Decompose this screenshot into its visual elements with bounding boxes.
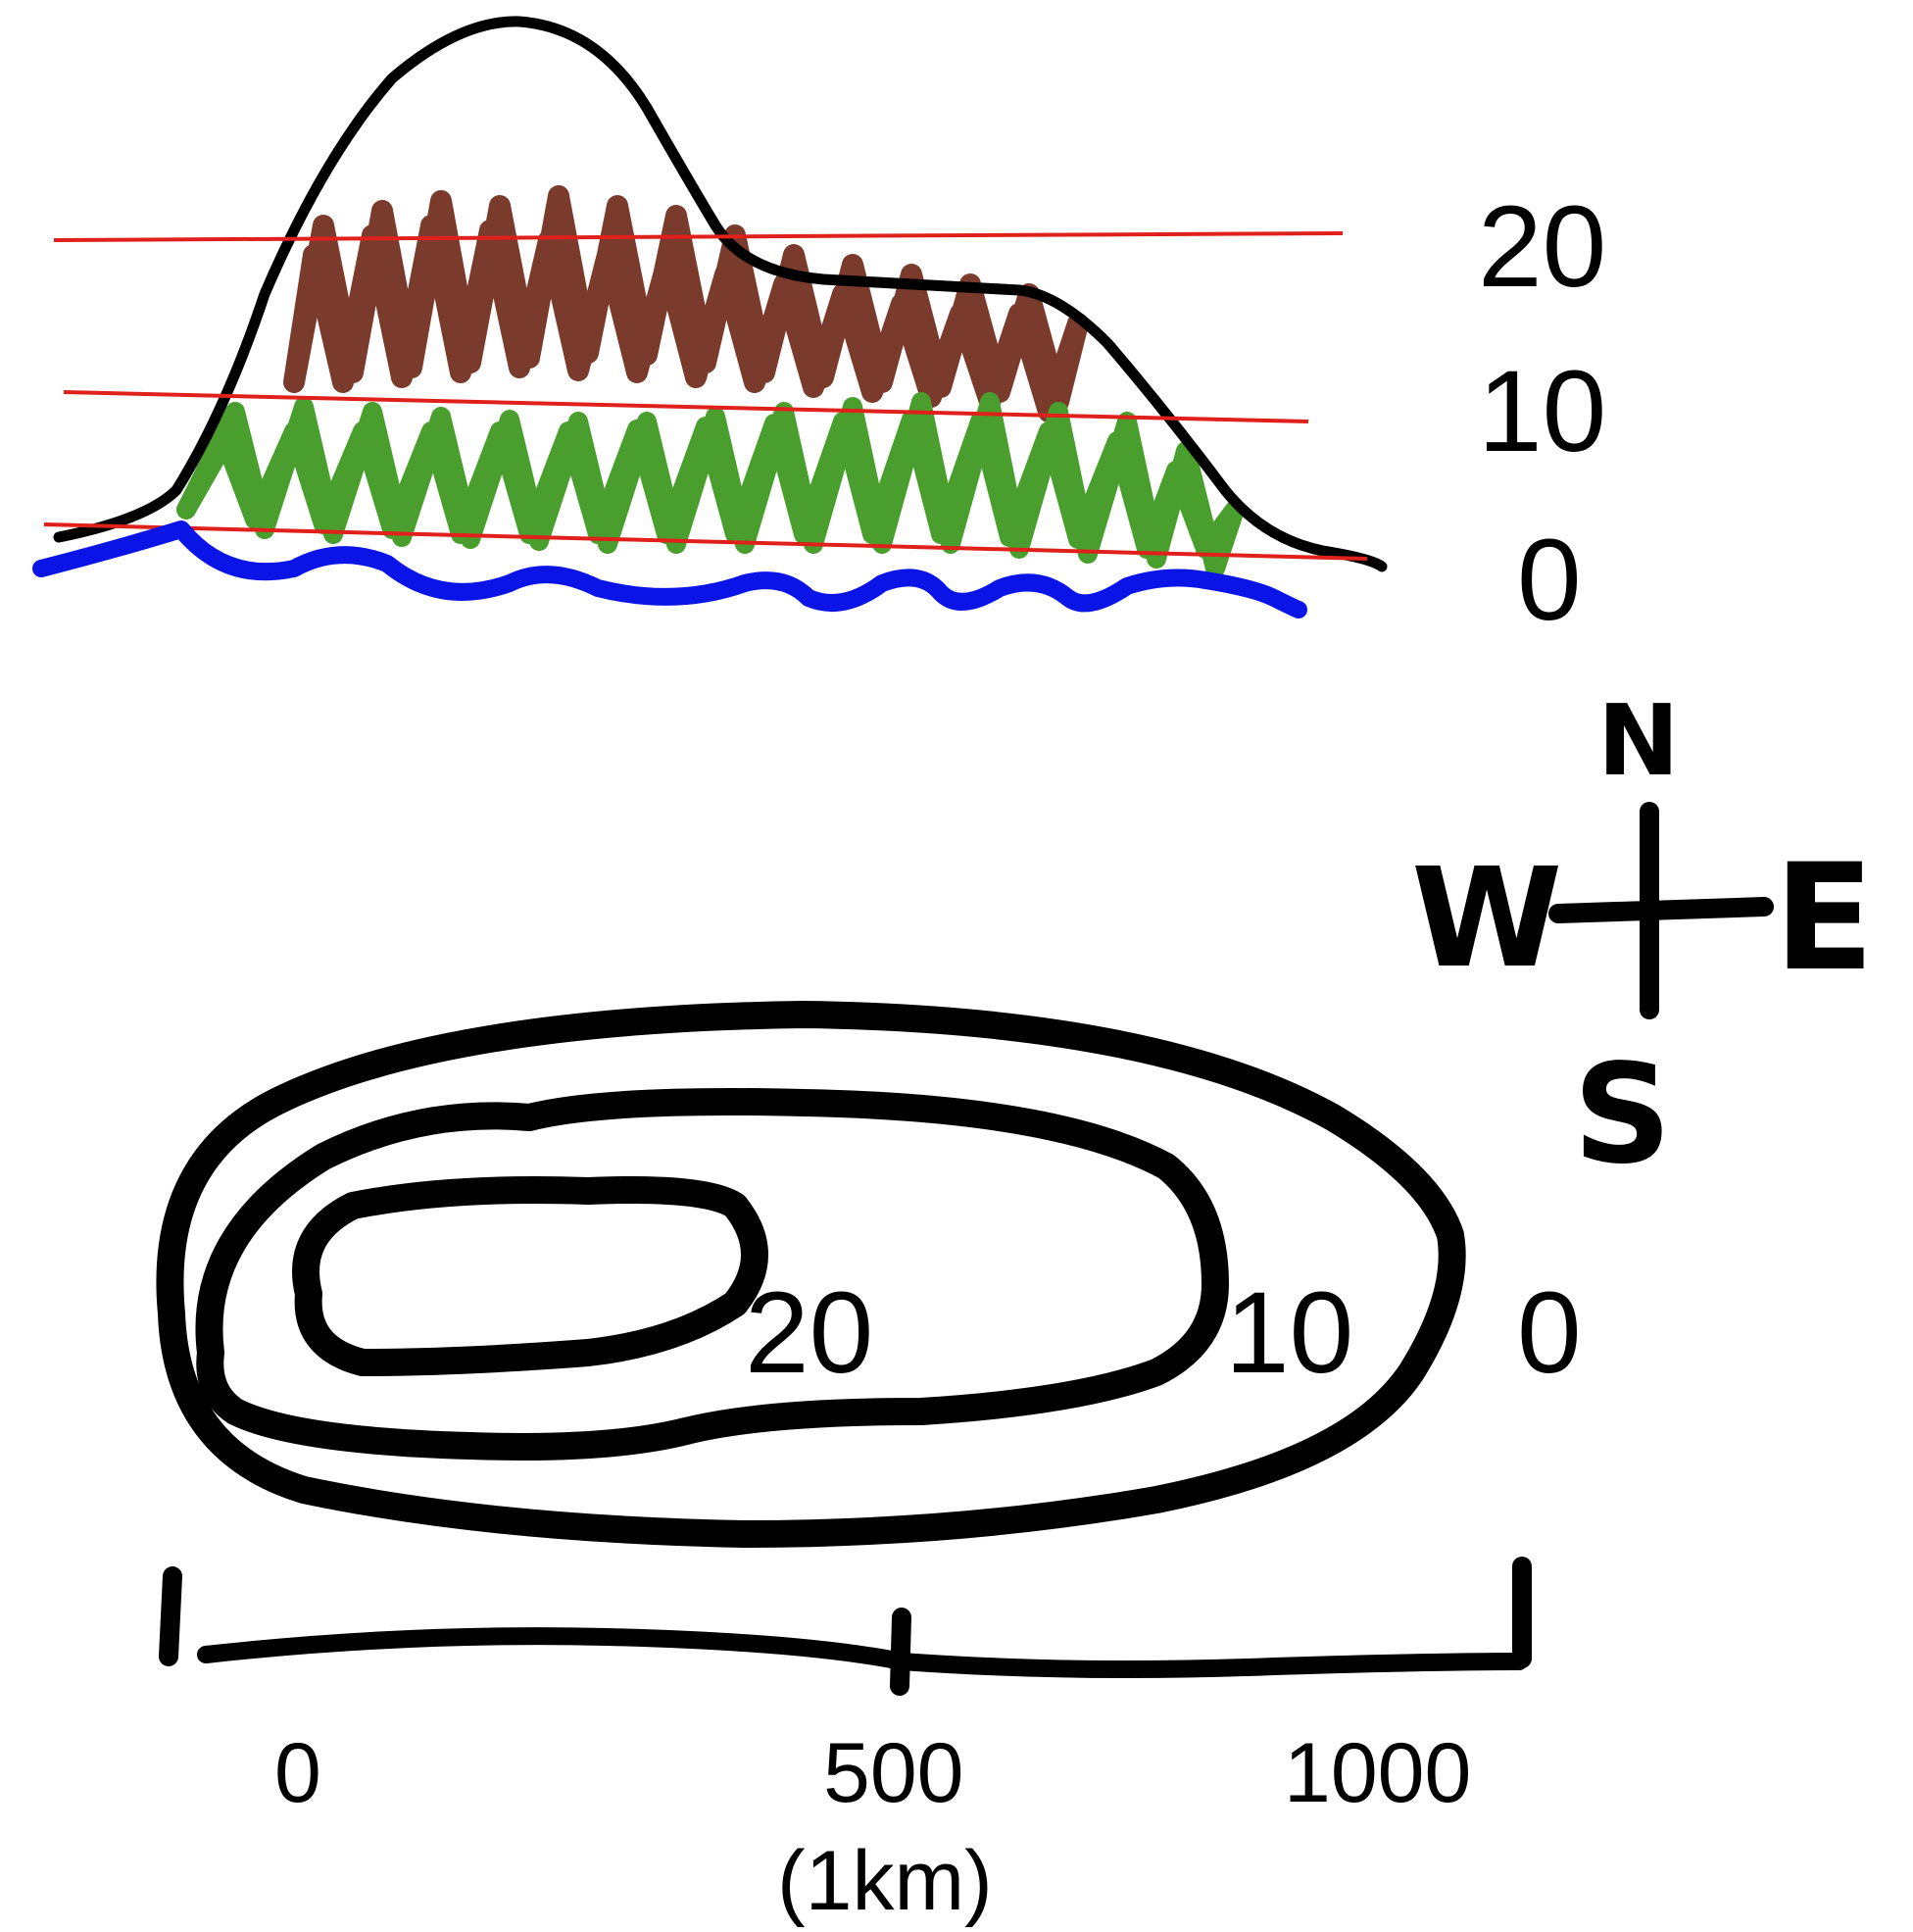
contour-line-0: [43, 522, 1368, 561]
contour-ring-20: [292, 1176, 768, 1376]
elevation-label-0: 0: [1517, 516, 1582, 645]
scale-label-1000: 1000: [1284, 1726, 1471, 1820]
contour-line-20: [53, 231, 1344, 242]
scale-label-0: 0: [274, 1726, 321, 1820]
scale-tick-start: [159, 1566, 182, 1666]
contour-label-0: 0: [1517, 1268, 1582, 1398]
scale-bar: 0 500 1000 (1km): [159, 1557, 1532, 1928]
contour-label-20: 20: [745, 1268, 873, 1398]
scale-unit: (1km): [777, 1834, 993, 1928]
scale-label-500: 500: [823, 1726, 964, 1820]
water-line: [32, 520, 1307, 619]
compass-south: S: [1573, 1035, 1672, 1195]
compass-rose: N S E W: [1411, 683, 1874, 1195]
scale-bar-line: [197, 1627, 1528, 1679]
contour-label-10: 10: [1225, 1268, 1353, 1398]
elevation-label-10: 10: [1478, 347, 1606, 476]
compass-east: E: [1774, 833, 1874, 1004]
compass-cross-horizontal: [1548, 897, 1774, 923]
contour-ring-0: [156, 1001, 1466, 1548]
contour-ring-10: [195, 1088, 1229, 1461]
lower-slope-fill: [176, 392, 1245, 578]
compass-west: W: [1411, 839, 1562, 999]
scale-tick-middle: [890, 1608, 911, 1696]
elevation-profile: 20 10 0: [32, 16, 1606, 645]
compass-north: N: [1597, 683, 1680, 798]
contour-line-10: [63, 390, 1309, 423]
upper-slope-fill: [283, 185, 1089, 422]
contour-map: 20 10 0: [156, 1001, 1582, 1548]
elevation-label-20: 20: [1478, 182, 1606, 312]
hill-outline: [53, 16, 1388, 572]
